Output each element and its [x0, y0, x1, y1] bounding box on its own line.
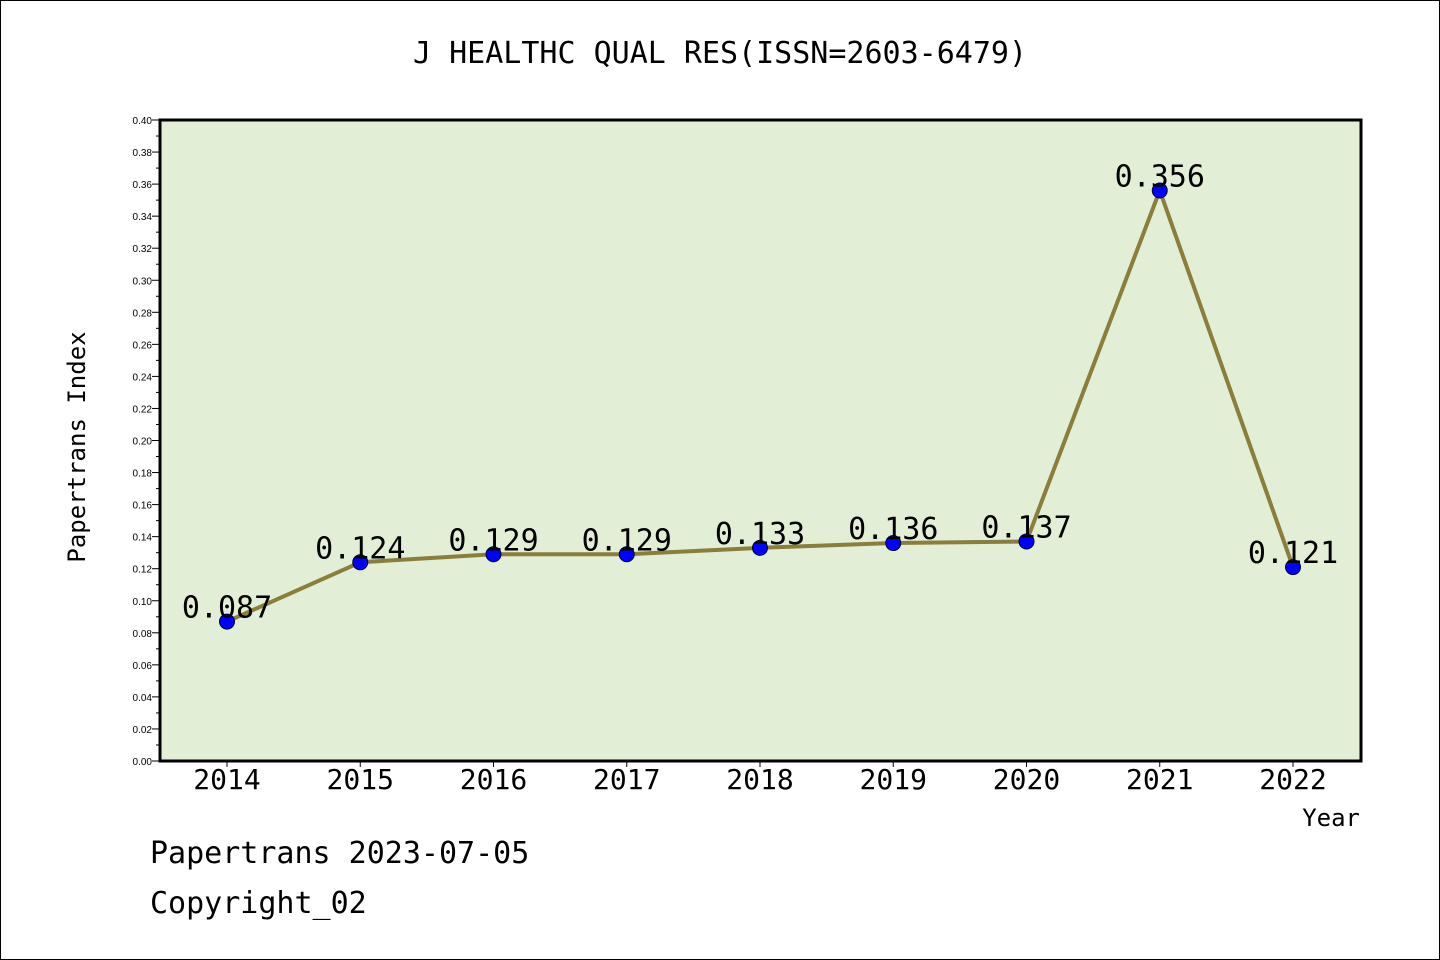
y-tick-label: 0.24	[133, 372, 153, 383]
data-point	[219, 613, 235, 630]
y-tick-label: 0.02	[133, 725, 153, 736]
data-point	[352, 554, 369, 571]
chart-title: J HEALTHC QUAL RES(ISSN=2603-6479)	[412, 36, 1028, 71]
y-tick-label: 0.28	[133, 308, 153, 319]
x-tick-label: 2014	[193, 763, 260, 796]
y-tick-label: 0.04	[133, 693, 153, 704]
data-point	[1285, 559, 1301, 576]
y-axis-label: Papertrans Index	[63, 331, 91, 562]
y-tick-label: 0.00	[133, 757, 153, 768]
y-tick-label: 0.34	[133, 212, 153, 223]
data-label: 0.121	[1248, 536, 1338, 571]
y-tick-label: 0.10	[133, 597, 153, 608]
data-label: 0.133	[715, 517, 805, 552]
y-tick-label: 0.14	[133, 533, 153, 544]
x-tick-label: 2016	[460, 763, 527, 796]
x-axis: 2014 2015 2016 2017 2018 2019 2020 2021 2022	[193, 761, 1327, 796]
y-tick-label: 0.26	[133, 340, 153, 351]
data-point	[1018, 533, 1035, 550]
y-tick-label: 0.12	[133, 565, 153, 576]
data-label: 0.129	[448, 523, 538, 558]
y-tick-label: 0.22	[133, 404, 153, 415]
x-tick-label: 2021	[1126, 763, 1193, 796]
y-tick-label: 0.08	[133, 629, 153, 640]
y-tick-label: 0.20	[133, 437, 153, 448]
data-point	[752, 539, 768, 556]
data-label: 0.087	[182, 591, 272, 626]
data-point	[1151, 182, 1168, 199]
y-axis: 0.00 0.02 0.04 0.06 0.08 0.10 0.12 0.14 0.16 0.18…	[133, 116, 160, 768]
footer-copyright: Copyright_02	[150, 886, 367, 921]
y-tick-label: 0.30	[133, 276, 153, 287]
footer-date: Papertrans 2023-07-05	[150, 836, 530, 871]
data-label: 0.356	[1115, 160, 1205, 195]
plot-area	[158, 118, 1363, 763]
data-label: 0.129	[582, 523, 672, 558]
y-tick-label: 0.40	[133, 116, 153, 127]
data-label: 0.124	[315, 531, 405, 566]
data-point	[618, 546, 635, 563]
data-labels: 0.087 0.124 0.129 0.129 0.133 0.136 0.137 0.356…	[182, 160, 1338, 626]
x-tick-label: 2019	[860, 763, 927, 796]
data-label: 0.136	[848, 512, 938, 547]
y-tick-label: 0.16	[133, 501, 153, 512]
x-tick-label: 2022	[1259, 763, 1326, 796]
y-tick-label: 0.18	[133, 469, 153, 480]
x-tick-label: 2015	[327, 763, 394, 796]
y-tick-label: 0.36	[133, 180, 153, 191]
x-axis-label: Year	[1302, 804, 1360, 832]
y-tick-label: 0.38	[133, 148, 153, 159]
series-markers	[219, 182, 1301, 630]
x-tick-label: 2018	[726, 763, 793, 796]
y-tick-label: 0.06	[133, 661, 153, 672]
y-tick-label: 0.32	[133, 244, 153, 255]
data-label: 0.137	[981, 510, 1071, 545]
x-tick-label: 2020	[993, 763, 1060, 796]
data-point	[885, 535, 902, 552]
data-point	[485, 546, 502, 563]
x-tick-label: 2017	[593, 763, 660, 796]
